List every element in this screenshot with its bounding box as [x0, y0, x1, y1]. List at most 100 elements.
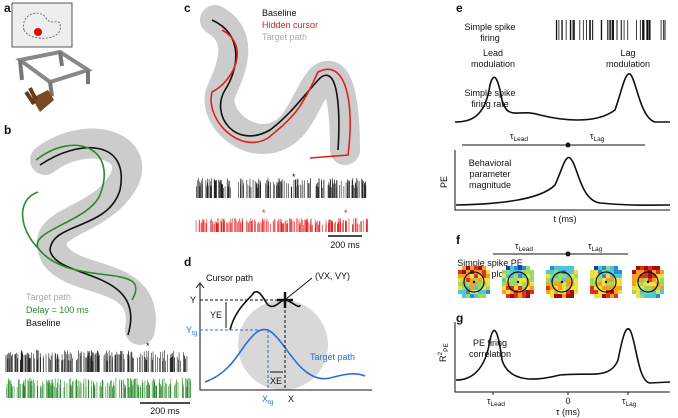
- heatmap-cell: [458, 286, 462, 290]
- heatmap-cell: [474, 282, 478, 286]
- heatmap-cell: [614, 286, 618, 290]
- heatmap-cell: [546, 286, 550, 290]
- heatmap-cell: [660, 274, 664, 278]
- heatmap-cell: [546, 278, 550, 282]
- heatmap-cell: [470, 294, 474, 298]
- heatmap-cell: [522, 274, 526, 278]
- label: Target path: [310, 352, 355, 362]
- heatmap-cell: [478, 294, 482, 298]
- heatmap-cell: [590, 282, 594, 286]
- axis-arrow: [195, 282, 205, 289]
- heatmap-ring: [551, 271, 573, 293]
- heatmap-cell: [598, 274, 602, 278]
- heatmap-cell: [554, 274, 558, 278]
- heatmap-cell: [648, 274, 652, 278]
- heatmap-cell: [594, 266, 598, 270]
- heatmap-cell: [610, 270, 614, 274]
- delay-path: [21, 144, 137, 301]
- heatmap-cell: [514, 278, 518, 282]
- heatmap-cell: [466, 290, 470, 294]
- pe-curve: [455, 156, 671, 206]
- heatmap-cell: [606, 266, 610, 270]
- heatmap-cell: [618, 274, 622, 278]
- heatmap-cell: [570, 290, 574, 294]
- heatmap-cell: [636, 270, 640, 274]
- heatmap-cell: [570, 294, 574, 298]
- asterisk: *: [344, 208, 348, 218]
- heatmap-cell: [636, 294, 640, 298]
- heatmap-cell: [550, 294, 554, 298]
- heatmap-cell: [550, 290, 554, 294]
- heatmap-cell: [462, 290, 466, 294]
- heatmap-cell: [660, 282, 664, 286]
- heatmap-cell: [514, 274, 518, 278]
- heatmap-cell: [594, 290, 598, 294]
- heatmap-cell: [570, 286, 574, 290]
- heatmap-cell: [506, 290, 510, 294]
- heatmap-cell: [618, 270, 622, 274]
- heatmap-cell: [570, 266, 574, 270]
- heatmap-cell: [598, 278, 602, 282]
- heatmap-cell: [550, 286, 554, 290]
- heatmap-cell: [644, 294, 648, 298]
- heatmap-cell: [458, 290, 462, 294]
- heatmap-cell: [640, 282, 644, 286]
- heatmap-dot: [516, 280, 520, 284]
- heatmap-cell: [470, 266, 474, 270]
- heatmap-cell: [466, 266, 470, 270]
- tick-label: τLead: [487, 396, 505, 408]
- heatmap-cell: [522, 286, 526, 290]
- panel-label: g: [456, 311, 463, 325]
- y-label: R2PE: [437, 343, 450, 362]
- heatmap-cell: [610, 266, 614, 270]
- asterisk: *: [146, 341, 150, 351]
- heatmap-cell: [594, 274, 598, 278]
- heatmap-cell: [632, 286, 636, 290]
- heatmap-cell: [598, 294, 602, 298]
- heatmap-cell: [546, 282, 550, 286]
- heatmap-cell: [482, 270, 486, 274]
- heatmap-cell: [502, 278, 506, 282]
- heatmap-cell: [566, 270, 570, 274]
- heatmap-cell: [482, 286, 486, 290]
- heatmap-cell: [514, 282, 518, 286]
- heatmap-cell: [618, 278, 622, 282]
- heatmap-cell: [506, 274, 510, 278]
- heatmap-cell: [474, 278, 478, 282]
- heatmap-cell: [558, 266, 562, 270]
- heatmap-cell: [470, 286, 474, 290]
- heatmap-cell: [550, 266, 554, 270]
- heatmap-cell: [562, 286, 566, 290]
- heatmap-cell: [632, 290, 636, 294]
- heatmap-cell: [554, 294, 558, 298]
- heatmap-cell: [610, 278, 614, 282]
- heatmap-cell: [598, 282, 602, 286]
- x-label: t (ms): [554, 214, 577, 224]
- heatmap-cell: [506, 294, 510, 298]
- heatmap-cell: [606, 294, 610, 298]
- heatmap-cell: [656, 266, 660, 270]
- x-label: τ (ms): [556, 407, 580, 417]
- heatmap-cell: [598, 266, 602, 270]
- heatmap-cell: [558, 294, 562, 298]
- heatmap-cell: [598, 270, 602, 274]
- heatmap-cell: [514, 266, 518, 270]
- heatmap-cell: [530, 282, 534, 286]
- heatmap-cell: [462, 266, 466, 270]
- heatmap-cell: [640, 294, 644, 298]
- heatmap-cell: [644, 266, 648, 270]
- heatmap-cell: [602, 282, 606, 286]
- heatmap-cell: [518, 286, 522, 290]
- heatmap-cell: [652, 290, 656, 294]
- axes: [454, 150, 670, 211]
- legend-entry: Target path: [26, 292, 71, 302]
- heatmap-cell: [566, 278, 570, 282]
- heatmap-cell: [648, 294, 652, 298]
- heatmap-cell: [598, 286, 602, 290]
- heatmap-cell: [606, 274, 610, 278]
- heatmap-cell: [482, 274, 486, 278]
- heatmap-cell: [470, 278, 474, 282]
- label: τLag: [588, 241, 603, 253]
